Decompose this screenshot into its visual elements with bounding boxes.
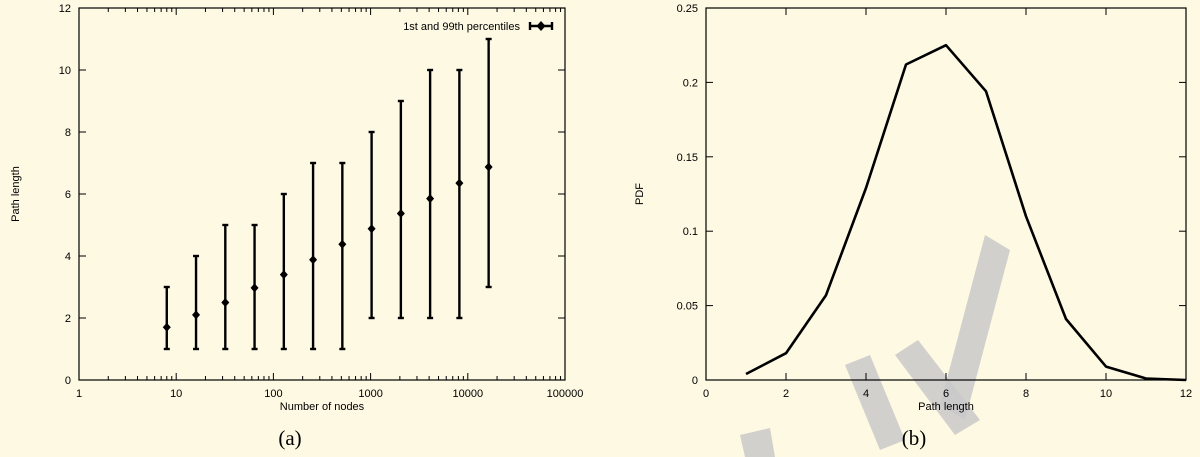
chart-a-x-tick-labels: 1 10 100 1000 10000 100000	[76, 388, 583, 400]
chart-a-marker	[484, 162, 493, 172]
chart-a-legend-sample	[528, 21, 554, 31]
chart-b-y-axis-label: PDF	[634, 183, 646, 205]
chart-b-x-axis-label: Path length	[918, 401, 974, 413]
chart-a-marker	[309, 255, 318, 265]
chart-a-y-axis-label: Path length	[10, 166, 22, 222]
chart-b-y-tick-label: 0.05	[677, 301, 698, 313]
chart-b-pdf-line	[745, 43, 1187, 382]
chart-a-ticks	[78, 7, 566, 381]
chart-a-y-tick-label: 12	[59, 3, 71, 15]
chart-a-errorbar-point	[279, 192, 288, 351]
chart-b-x-tick-labels: 0 2 4 6 8 10 12	[703, 388, 1192, 400]
chart-b-plot-frame	[705, 7, 1187, 381]
chart-b-x-tick-label: 2	[783, 388, 789, 400]
chart-a: 1 10 100 1000 10000 100000 0 2 4 6 8 10 12 Number o…	[10, 3, 583, 450]
chart-a-caption: (a)	[278, 426, 301, 450]
chart-a-x-tick-label: 100	[264, 388, 282, 400]
chart-a-marker	[162, 322, 171, 332]
chart-a-x-axis-label: Number of nodes	[280, 401, 365, 413]
chart-a-errorbar-point	[192, 254, 201, 351]
chart-a-marker	[426, 194, 435, 204]
chart-b: 0 2 4 6 8 10 12 0 0.05 0.1 0.15 0.2 0.25 Path lengt…	[634, 3, 1192, 450]
chart-b-y-tick-label: 0	[692, 375, 698, 387]
chart-a-errorbar-point	[426, 68, 435, 320]
chart-a-marker	[396, 209, 405, 219]
chart-a-marker	[367, 224, 376, 234]
chart-b-y-tick-label: 0.1	[683, 226, 698, 238]
chart-a-x-tick-label: 100000	[547, 388, 584, 400]
chart-a-y-tick-labels: 0 2 4 6 8 10 12	[59, 3, 71, 387]
chart-a-legend-text: 1st and 99th percentiles	[403, 21, 520, 33]
chart-a-x-tick-label: 10	[170, 388, 182, 400]
chart-b-x-tick-label: 0	[703, 388, 709, 400]
chart-a-errorbar-point	[250, 223, 259, 351]
chart-b-x-tick-label: 12	[1180, 388, 1192, 400]
chart-b-x-tick-label: 10	[1100, 388, 1112, 400]
chart-b-ticks	[705, 7, 1187, 381]
chart-a-y-tick-label: 6	[65, 189, 71, 201]
chart-b-y-tick-label: 0.15	[677, 152, 698, 164]
chart-a-marker	[250, 283, 259, 293]
chart-a-y-tick-label: 8	[65, 127, 71, 139]
chart-a-errorbar-point	[396, 99, 405, 320]
chart-b-y-tick-labels: 0 0.05 0.1 0.15 0.2 0.25	[677, 3, 698, 387]
chart-a-y-tick-label: 10	[59, 65, 71, 77]
chart-a-x-tick-label: 1	[76, 388, 82, 400]
chart-b-y-tick-label: 0.25	[677, 3, 698, 15]
chart-a-y-tick-label: 2	[65, 313, 71, 325]
chart-a-errorbar-point	[484, 37, 493, 289]
chart-a-y-tick-label: 0	[65, 375, 71, 387]
chart-b-y-tick-label: 0.2	[683, 77, 698, 89]
chart-a-errorbar-point	[455, 68, 464, 320]
chart-b-x-tick-label: 4	[863, 388, 869, 400]
chart-a-errorbar-point	[338, 161, 347, 351]
chart-a-errorbar-point	[309, 161, 318, 351]
chart-a-errorbar-point	[162, 285, 171, 351]
chart-b-x-tick-label: 6	[943, 388, 949, 400]
watermark-shape	[740, 235, 1010, 457]
chart-a-errorbar-point	[367, 130, 376, 320]
chart-a-marker	[279, 270, 288, 280]
chart-a-plot-frame	[78, 7, 566, 381]
chart-b-x-tick-label: 8	[1023, 388, 1029, 400]
chart-a-marker	[338, 239, 347, 249]
chart-a-x-tick-label: 1000	[358, 388, 382, 400]
chart-a-marker	[455, 178, 464, 188]
chart-a-y-tick-label: 4	[65, 251, 71, 263]
chart-a-errorbar-point	[221, 223, 230, 351]
chart-a-legend: 1st and 99th percentiles	[403, 21, 554, 33]
chart-b-caption: (b)	[902, 426, 927, 450]
chart-a-errorbars	[162, 37, 493, 351]
chart-a-marker	[221, 298, 230, 307]
chart-a-marker	[192, 310, 201, 320]
chart-a-x-tick-label: 10000	[453, 388, 484, 400]
